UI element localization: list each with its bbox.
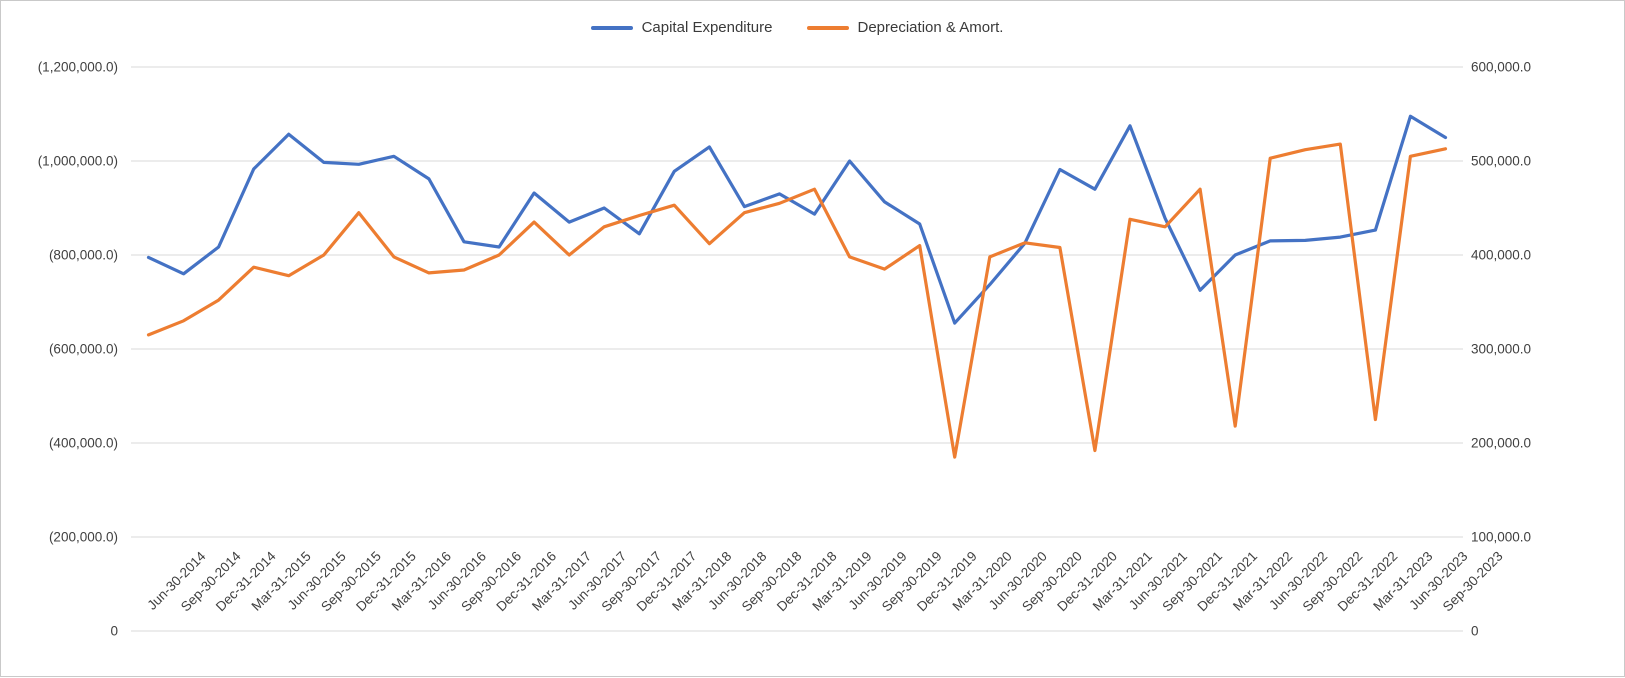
chart-legend: Capital Expenditure Depreciation & Amort… [131,19,1463,36]
capital-expenditure-line-swatch [590,25,633,30]
left-axis-tick-label: (400,000.0) [49,436,118,451]
right-axis-tick-label: 600,000.0 [1471,60,1531,75]
legend-item-depreciation-amort[interactable]: Depreciation & Amort. [806,19,1004,36]
right-axis-tick-label: 500,000.0 [1471,154,1531,169]
legend-label-depreciation-amort: Depreciation & Amort. [857,19,1004,36]
left-axis-tick-label: (1,000,000.0) [38,154,118,169]
right-axis-tick-label: 0 [1471,624,1479,639]
left-axis-tick-label: (200,000.0) [49,530,118,545]
right-axis-tick-label: 300,000.0 [1471,342,1531,357]
legend-label-capital-expenditure: Capital Expenditure [641,19,773,36]
left-axis-tick-label: (800,000.0) [49,248,118,263]
left-axis-tick-label: (600,000.0) [49,342,118,357]
left-axis-tick-label: (1,200,000.0) [38,60,118,75]
legend-item-capital-expenditure[interactable]: Capital Expenditure [590,19,773,36]
depreciation-amort-line [146,142,1448,459]
right-axis-tick-label: 200,000.0 [1471,436,1531,451]
depreciation-amort-line-swatch [806,25,849,30]
capital-expenditure-line [146,114,1448,325]
right-axis-tick-label: 100,000.0 [1471,530,1531,545]
right-axis-tick-label: 400,000.0 [1471,248,1531,263]
left-axis-tick-label: 0 [110,624,118,639]
